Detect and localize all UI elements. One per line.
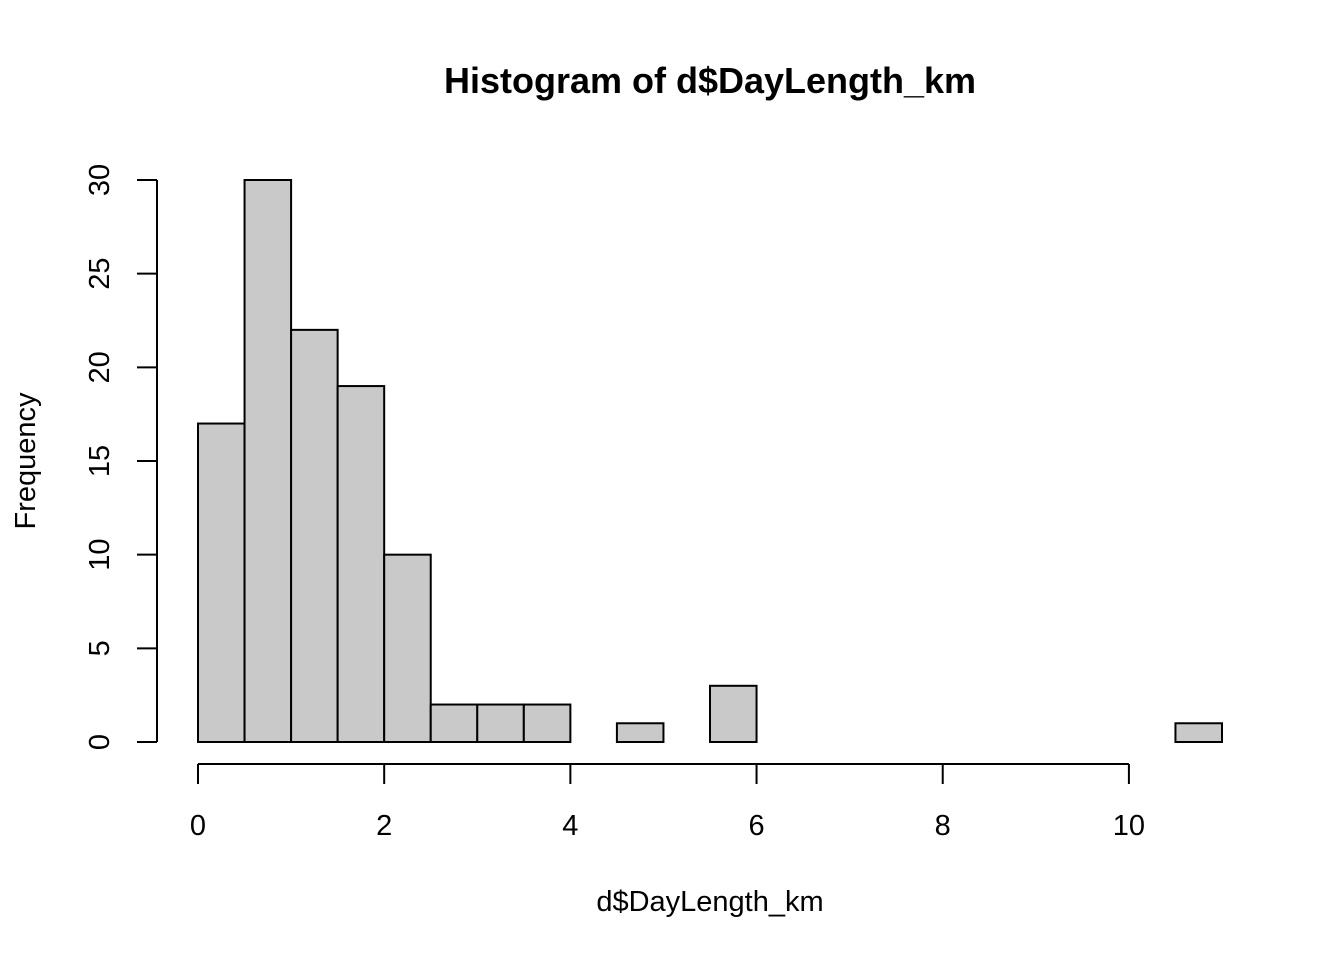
x-tick-label-0: 0 — [190, 810, 206, 842]
bar-21 — [1174, 722, 1224, 743]
bar-3 — [336, 385, 386, 743]
bar-4 — [383, 553, 432, 744]
y-tick-label-5: 25 — [84, 258, 116, 290]
bar-2 — [290, 328, 339, 743]
bar-7 — [522, 703, 572, 743]
x-tick-label-4: 8 — [935, 810, 951, 842]
bar-5 — [429, 703, 479, 743]
bar-9 — [615, 722, 665, 743]
y-axis: 0 5 10 15 20 25 30 — [84, 164, 158, 750]
y-tick-label-2: 10 — [84, 539, 116, 571]
chart-title: Histogram of d$DayLength_km — [444, 60, 976, 101]
bars-group — [197, 179, 1224, 744]
y-tick-label-3: 15 — [84, 445, 116, 477]
y-tick-label-6: 30 — [84, 164, 116, 196]
bar-1 — [243, 179, 293, 743]
bar-11 — [709, 684, 758, 743]
y-tick-label-4: 20 — [84, 351, 116, 383]
y-axis-label: Frequency — [10, 392, 42, 530]
bar-0 — [197, 422, 246, 743]
x-tick-label-3: 6 — [748, 810, 764, 842]
x-tick-label-2: 4 — [562, 810, 578, 842]
y-tick-label-1: 5 — [84, 640, 116, 656]
x-tick-label-1: 2 — [376, 810, 392, 842]
x-axis-label: d$DayLength_km — [596, 886, 823, 918]
y-tick-label-0: 0 — [84, 734, 116, 750]
x-axis: 0 2 4 6 8 10 — [190, 763, 1145, 842]
bar-6 — [476, 703, 525, 743]
x-tick-label-5: 10 — [1113, 810, 1145, 842]
